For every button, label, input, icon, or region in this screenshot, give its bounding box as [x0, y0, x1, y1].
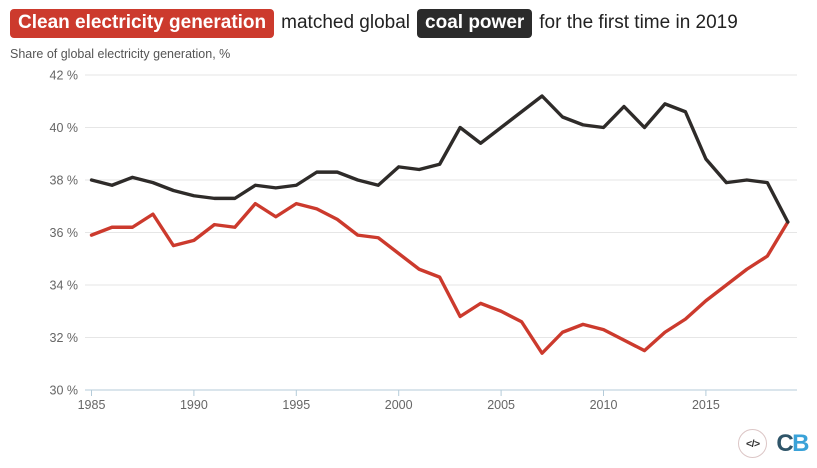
x-tick-label: 2015: [692, 398, 720, 412]
y-tick-label: 42 %: [50, 69, 79, 83]
x-tick-label: 1990: [180, 398, 208, 412]
clean-electricity-generation-line: [89, 201, 790, 355]
title-text-middle: matched global: [281, 12, 411, 33]
y-tick-label: 38 %: [50, 174, 79, 188]
x-tick-label: 2010: [590, 398, 618, 412]
embed-code-icon[interactable]: </>: [738, 429, 768, 458]
title-text-suffix: for the first time in 2019: [539, 12, 738, 33]
logo-letter-c: C: [776, 430, 793, 457]
x-tick-label: 1995: [282, 398, 310, 412]
y-tick-label: 40 %: [50, 121, 79, 135]
embed-glyph: </>: [745, 437, 760, 450]
y-tick-label: 32 %: [50, 331, 79, 345]
y-tick-label: 36 %: [50, 226, 79, 240]
x-tick-label: 1985: [78, 398, 106, 412]
footer: </> CB: [738, 429, 809, 458]
clean-electricity-badge: Clean electricity generation: [10, 8, 275, 38]
coal-power-line: [89, 94, 790, 224]
x-tick-label: 2005: [487, 398, 515, 412]
y-tick-label: 30 %: [50, 384, 79, 398]
y-tick-label: 34 %: [50, 279, 79, 293]
chart-title: Clean electricity generation matched glo…: [10, 8, 738, 38]
coal-power-badge: coal power: [417, 8, 533, 38]
chart-subtitle: Share of global electricity generation, …: [10, 47, 231, 61]
logo-letter-b: B: [792, 430, 809, 457]
carbonbrief-logo[interactable]: CB: [776, 430, 809, 457]
x-tick-label: 2000: [385, 398, 413, 412]
